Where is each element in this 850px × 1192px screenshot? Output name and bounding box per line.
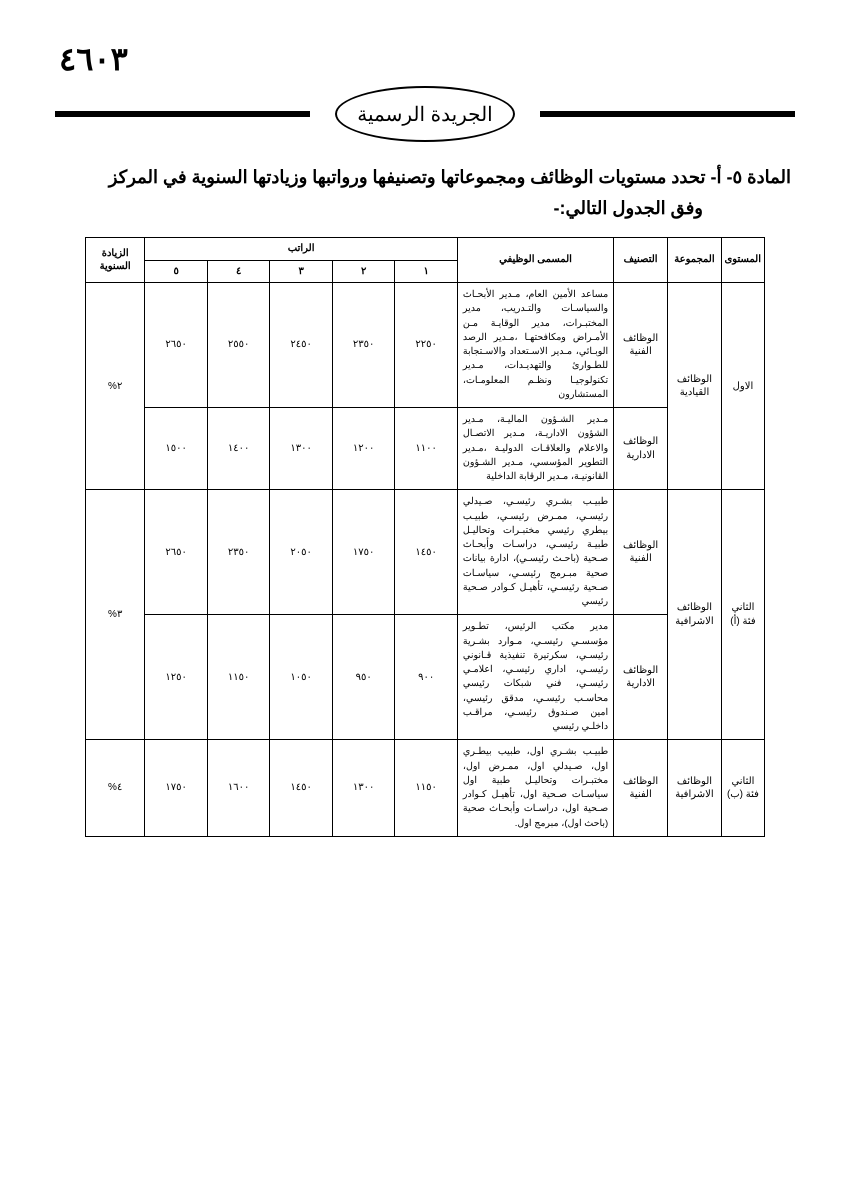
article-line-2: وفق الجدول التالي:- [59, 193, 791, 224]
cell-job-title: طبيـب بشـري اول، طبيب بيطـري اول، صـيدلي… [457, 740, 613, 837]
cell-salary: ١١٥٠ [207, 615, 270, 740]
th-salary-5: ٥ [145, 260, 208, 283]
cell-job-title: مـدير الشـؤون الماليـة، مـدير الشؤون الا… [457, 408, 613, 490]
jobs-table: المستوى المجموعة التصنيف المسمى الوظيفي … [85, 237, 765, 837]
cell-classification: الوظائف الادارية [614, 615, 668, 740]
table-header-row-1: المستوى المجموعة التصنيف المسمى الوظيفي … [86, 238, 765, 261]
cell-salary: ١٥٠٠ [145, 408, 208, 490]
cell-classification: الوظائف الفنية [614, 490, 668, 615]
th-job-title: المسمى الوظيفي [457, 238, 613, 283]
cell-level: الاول [721, 283, 764, 490]
th-classification: التصنيف [614, 238, 668, 283]
table-row: الوظائف الادارية مدير مكتب الرئيس، تطـوي… [86, 615, 765, 740]
cell-salary: ٩٥٠ [332, 615, 395, 740]
cell-salary: ٩٠٠ [395, 615, 458, 740]
article-text: المادة ٥- أ- تحدد مستويات الوظائف ومجموع… [59, 162, 791, 223]
cell-salary: ٢٤٥٠ [270, 283, 333, 408]
header-badge: الجريدة الرسمية [335, 86, 515, 142]
cell-classification: الوظائف الفنية [614, 740, 668, 837]
cell-increase: ٤% [86, 740, 145, 837]
th-level: المستوى [721, 238, 764, 283]
cell-salary: ١٧٥٠ [145, 740, 208, 837]
cell-classification: الوظائف الفنية [614, 283, 668, 408]
cell-salary: ١٢٠٠ [332, 408, 395, 490]
page-number: ٤٦٠٣ [55, 40, 795, 78]
header-bar: الجريدة الرسمية [55, 84, 795, 144]
cell-salary: ٢٥٥٠ [207, 283, 270, 408]
cell-increase: ٢% [86, 283, 145, 490]
cell-salary: ١٤٥٠ [395, 490, 458, 615]
article-line-1: المادة ٥- أ- تحدد مستويات الوظائف ومجموع… [109, 167, 791, 187]
th-group: المجموعة [668, 238, 722, 283]
th-salary-3: ٣ [270, 260, 333, 283]
cell-job-title: مدير مكتب الرئيس، تطـوير مؤسسـي رئيسـي، … [457, 615, 613, 740]
th-salary-4: ٤ [207, 260, 270, 283]
cell-group: الوظائف القيادية [668, 283, 722, 490]
cell-salary: ٢٦٥٠ [145, 283, 208, 408]
cell-salary: ١٠٥٠ [270, 615, 333, 740]
cell-job-title: طبيـب بشـري رئيسـي، صـيدلي رئيسـي، ممـرض… [457, 490, 613, 615]
cell-job-title: مساعد الأمين العام، مـدير الأبحـاث والسي… [457, 283, 613, 408]
cell-classification: الوظائف الادارية [614, 408, 668, 490]
cell-salary: ٢٢٥٠ [395, 283, 458, 408]
th-salary-group: الراتب [145, 238, 458, 261]
cell-salary: ١٦٠٠ [207, 740, 270, 837]
table-row: الثاني فئة (أ) الوظائف الاشرافية الوظائف… [86, 490, 765, 615]
cell-group: الوظائف الاشرافية [668, 740, 722, 837]
table-row: الاول الوظائف القيادية الوظائف الفنية مس… [86, 283, 765, 408]
cell-level: الثاني فئة (أ) [721, 490, 764, 740]
cell-salary: ١٣٠٠ [270, 408, 333, 490]
cell-salary: ١٤٠٠ [207, 408, 270, 490]
cell-salary: ١٣٠٠ [332, 740, 395, 837]
table-row: الثاني فئة (ب) الوظائف الاشرافية الوظائف… [86, 740, 765, 837]
cell-salary: ٢٣٥٠ [207, 490, 270, 615]
th-annual-increase: الزيادة السنوية [86, 238, 145, 283]
cell-salary: ١٢٥٠ [145, 615, 208, 740]
cell-salary: ١١٠٠ [395, 408, 458, 490]
th-salary-1: ١ [395, 260, 458, 283]
header-rule-left [55, 111, 310, 117]
cell-salary: ١٧٥٠ [332, 490, 395, 615]
cell-group: الوظائف الاشرافية [668, 490, 722, 740]
cell-salary: ٢٦٥٠ [145, 490, 208, 615]
cell-level: الثاني فئة (ب) [721, 740, 764, 837]
th-salary-2: ٢ [332, 260, 395, 283]
cell-salary: ٢٣٥٠ [332, 283, 395, 408]
cell-increase: ٣% [86, 490, 145, 740]
header-rule-right [540, 111, 795, 117]
cell-salary: ١٤٥٠ [270, 740, 333, 837]
cell-salary: ٢٠٥٠ [270, 490, 333, 615]
cell-salary: ١١٥٠ [395, 740, 458, 837]
table-row: الوظائف الادارية مـدير الشـؤون الماليـة،… [86, 408, 765, 490]
